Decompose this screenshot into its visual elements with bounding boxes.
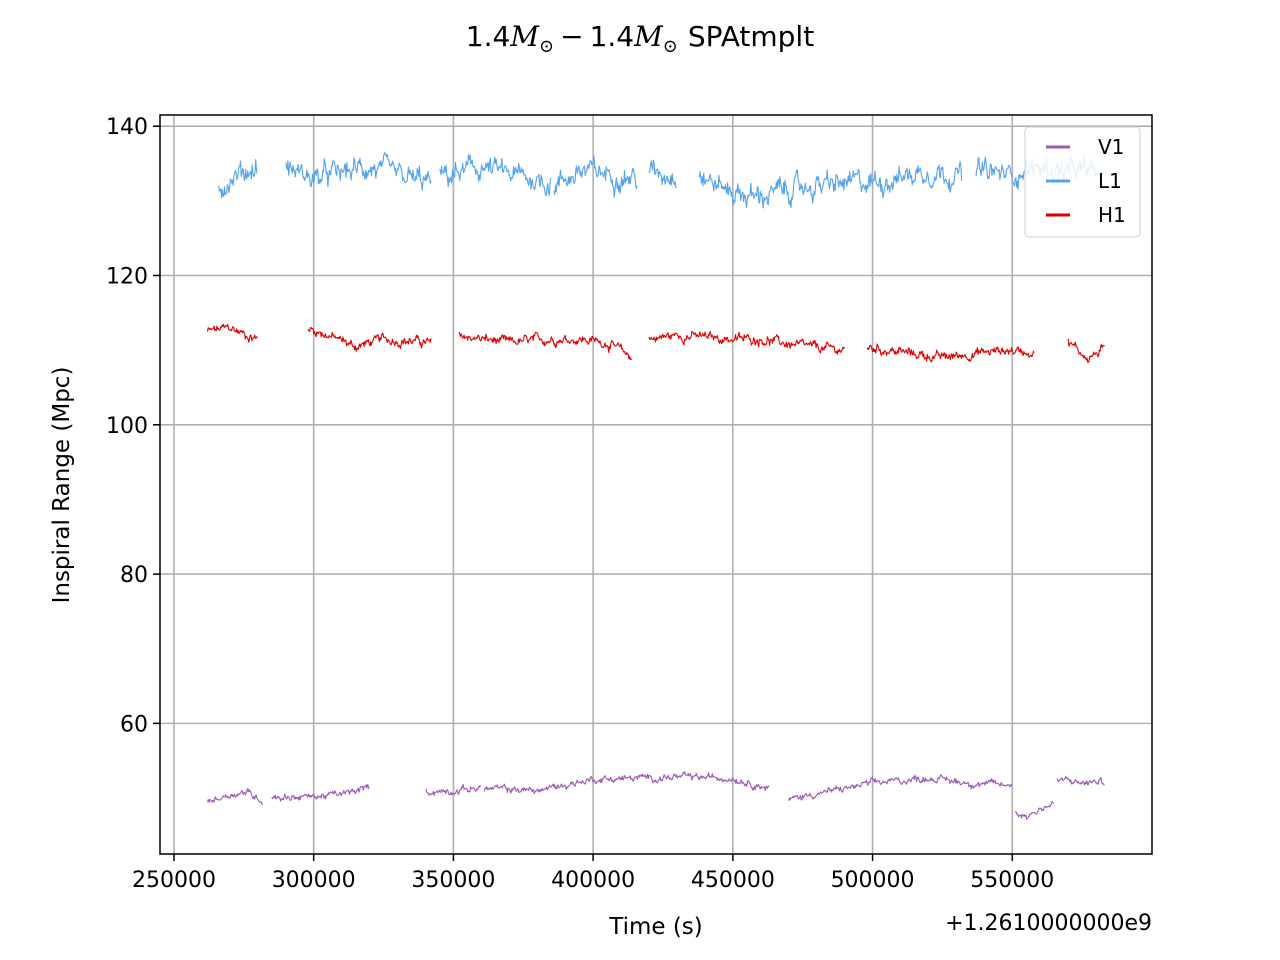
series-line-h1 — [206, 323, 258, 343]
x-tick-label: 350000 — [411, 868, 495, 893]
x-axis-ticks: 250000 300000 350000 400000 450000 500000 5500… — [132, 854, 1054, 893]
x-tick-label: 450000 — [691, 868, 775, 893]
x-axis-offset-label: +1.2610000000e9 — [945, 911, 1152, 936]
y-tick-label: 80 — [120, 563, 148, 588]
x-tick-label: 550000 — [970, 868, 1054, 893]
series-line-h1 — [458, 331, 632, 361]
y-tick-label: 60 — [120, 712, 148, 737]
grid-lines — [160, 115, 1152, 854]
series-line-h1 — [648, 330, 845, 355]
legend-label-h1: H1 — [1098, 203, 1126, 227]
series-line-v1 — [206, 788, 264, 806]
series-line-v1 — [483, 771, 770, 795]
series-line-l1 — [553, 155, 638, 198]
y-tick-label: 140 — [106, 115, 148, 140]
series-line-l1 — [438, 154, 552, 197]
y-tick-label: 120 — [106, 264, 148, 289]
legend-label-v1: V1 — [1098, 135, 1124, 159]
legend: V1 L1 H1 — [1024, 126, 1141, 238]
series-line-l1 — [698, 161, 963, 209]
series-line-v1 — [788, 774, 1013, 801]
series-line-h1 — [307, 326, 432, 352]
series-line-h1 — [1067, 338, 1105, 363]
chart-title: 1.4M⊙ −1.4M⊙ SPAtmplt — [466, 20, 814, 57]
series-line-l1 — [218, 159, 258, 199]
series-line-v1 — [425, 783, 482, 796]
series-line-v1 — [1014, 801, 1055, 820]
series-line-v1 — [271, 783, 370, 802]
legend-label-l1: L1 — [1098, 169, 1122, 193]
y-axis-ticks: 60 80 100 120 140 — [106, 115, 160, 737]
series-line-l1 — [285, 151, 432, 191]
legend-box — [1024, 126, 1141, 238]
x-tick-label: 400000 — [551, 868, 635, 893]
axes-frame — [159, 114, 1153, 855]
series-line-v1 — [1056, 775, 1105, 786]
series-layer — [206, 151, 1105, 820]
x-axis-label: Time (s) — [608, 914, 703, 940]
x-tick-label: 250000 — [132, 868, 216, 893]
x-tick-label: 500000 — [831, 868, 915, 893]
series-line-h1 — [866, 343, 1035, 363]
y-axis-label: Inspiral Range (Mpc) — [49, 367, 75, 604]
y-tick-label: 100 — [106, 414, 148, 439]
x-tick-label: 300000 — [272, 868, 356, 893]
plot-area: 250000 300000 350000 400000 450000 500000 5500… — [106, 114, 1153, 893]
series-line-l1 — [648, 159, 677, 189]
